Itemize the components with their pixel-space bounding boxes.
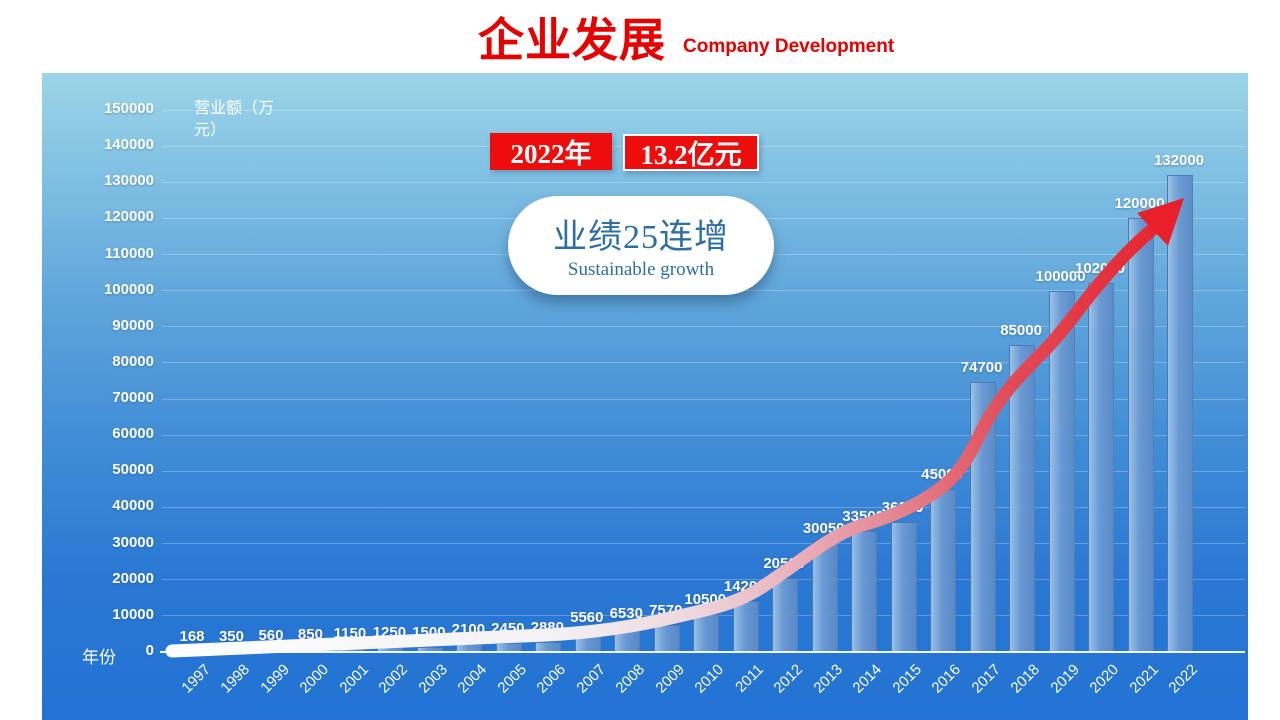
bar [1127, 218, 1154, 653]
gridline [162, 470, 1245, 472]
bar-value-label: 120000 [1114, 195, 1165, 213]
y-axis-title-line2: 元） [194, 122, 227, 140]
y-tick-label: 90000 [112, 316, 154, 334]
y-tick-label: 150000 [103, 100, 154, 117]
page-subtitle: Company Development [683, 36, 895, 57]
bubble-subline: Sustainable growth [567, 259, 715, 280]
y-tick-label: 140000 [103, 136, 154, 154]
bar [890, 521, 917, 653]
chart-panel: 0 10000 20000 30000 40000 50000 60000 70000 8000… [42, 73, 1248, 720]
y-tick-label: 110000 [104, 244, 154, 262]
gridline [162, 506, 1245, 508]
callout-year-box: 2022年 [490, 133, 612, 170]
gridline [162, 109, 1245, 111]
gridline [162, 434, 1245, 436]
bar-value-label: 102000 [1075, 260, 1126, 278]
bubble-headline: 业绩25连增 [553, 219, 729, 256]
bar-value-label: 85000 [1000, 321, 1042, 339]
page-title: 企业发展 [478, 14, 666, 66]
bar [693, 614, 720, 653]
bar-value-label: 45000 [921, 466, 963, 484]
y-tick-label: 60000 [112, 425, 154, 443]
bar-value-label: 74700 [960, 359, 1003, 377]
gridline [162, 326, 1245, 328]
y-tick-label: 70000 [112, 389, 154, 407]
y-tick-label: 40000 [112, 497, 154, 515]
bar [732, 600, 759, 653]
bar [969, 382, 996, 653]
bar [614, 628, 641, 653]
gridline [162, 398, 1245, 400]
bar [1048, 290, 1075, 653]
bar-value-label: 36000 [881, 498, 924, 516]
y-tick-label: 50000 [112, 461, 154, 479]
y-tick-label: 120000 [103, 208, 154, 226]
slide-header: 企业发展 Company Development [0, 0, 1280, 73]
gridline [162, 362, 1245, 364]
y-axis-title-line1: 营业额（万 [194, 100, 275, 117]
y-axis-title: 营业额（万 元） [194, 98, 314, 143]
bar-value-label: 132000 [1153, 152, 1205, 170]
y-tick-label: 10000 [112, 605, 154, 623]
bar [1167, 175, 1193, 653]
y-tick-label: 100000 [103, 280, 154, 298]
y-tick-label: 80000 [112, 352, 154, 370]
x-axis-line [160, 651, 1245, 653]
y-tick-label: 0 [145, 642, 154, 659]
highlight-bubble: 业绩25连增 Sustainable growth [508, 196, 774, 295]
gridline [162, 543, 1245, 545]
bar [653, 624, 680, 653]
x-axis-title: 年份 [82, 648, 116, 667]
bar [1009, 344, 1036, 653]
bar-value-label: 14200 [723, 577, 766, 595]
bar [851, 530, 878, 653]
callout-amount-box: 13.2亿元 [623, 134, 759, 171]
y-tick-label: 20000 [112, 569, 154, 587]
y-tick-label: 30000 [112, 533, 154, 551]
gridline [162, 181, 1245, 183]
bar-value-label: 20500 [763, 554, 806, 572]
bar [1088, 283, 1115, 653]
y-tick-label: 130000 [103, 172, 154, 190]
